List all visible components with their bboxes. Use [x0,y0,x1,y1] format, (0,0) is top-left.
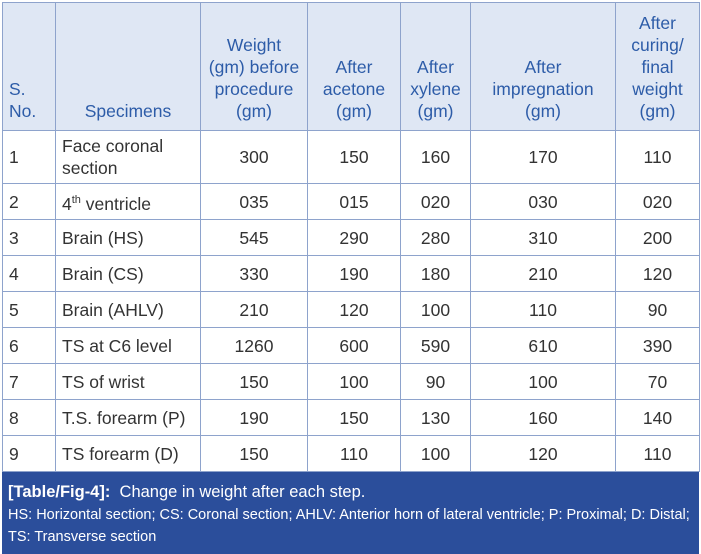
table-cell: 5 [2,291,56,328]
table-cell: 180 [400,255,471,292]
table-row: 4 Brain (CS) 330 190 180 210 120 [2,255,700,292]
table-cell: 120 [307,291,401,328]
table-cell: 300 [200,130,308,184]
table-cell: 035 [200,183,308,220]
table-row: 2 4th ventricle 035 015 020 030 020 [2,183,700,220]
caption: [Table/Fig-4]: Change in weight after ea… [2,472,699,554]
table-cell: TS at C6 level [55,327,201,364]
table-cell: 110 [470,291,616,328]
table: S. No. Specimens Weight (gm) before proced… [2,2,700,472]
table-cell: 100 [400,435,471,472]
table-cell: Brain (HS) [55,219,201,256]
table-cell: 190 [307,255,401,292]
table-cell: 200 [615,219,700,256]
table-cell: 210 [470,255,616,292]
table-cell: 015 [307,183,401,220]
table-cell: 100 [307,363,401,400]
header-cell: Specimens [55,2,201,131]
table-cell: 150 [200,363,308,400]
table-cell: 4th ventricle [55,183,201,220]
table-cell: 280 [400,219,471,256]
table-row: 9 TS forearm (D) 150 110 100 120 110 [2,435,700,472]
table-cell: 100 [400,291,471,328]
table-cell: 90 [400,363,471,400]
table-cell: 110 [615,435,700,472]
table-cell: 610 [470,327,616,364]
table-cell: Brain (AHLV) [55,291,201,328]
table-cell: 120 [615,255,700,292]
table-cell: 90 [615,291,700,328]
caption-title: [Table/Fig-4]: Change in weight after ea… [8,482,693,502]
table-cell: 3 [2,219,56,256]
table-cell: 600 [307,327,401,364]
table-cell: 110 [307,435,401,472]
table-cell: 160 [470,399,616,436]
table-cell: 8 [2,399,56,436]
table-cell: 7 [2,363,56,400]
table-body: 1 Face coronal section 300 150 160 170 110 2 4th… [2,130,700,472]
table-cell: 020 [615,183,700,220]
header-cell: After acetone (gm) [307,2,401,131]
table-cell: 150 [200,435,308,472]
cell-text: ventricle [80,193,151,214]
caption-label: [Table/Fig-4]: [8,483,111,501]
table-cell: T.S. forearm (P) [55,399,201,436]
cell-text: 4 [62,193,72,214]
table-cell: 330 [200,255,308,292]
table-cell: 1260 [200,327,308,364]
table-cell: 590 [400,327,471,364]
table-row: 1 Face coronal section 300 150 160 170 110 [2,130,700,184]
table-row: 5 Brain (AHLV) 210 120 100 110 90 [2,291,700,328]
table-row: 3 Brain (HS) 545 290 280 310 200 [2,219,700,256]
header-cell: After curing/ final weight (gm) [615,2,700,131]
table-row: 8 T.S. forearm (P) 190 150 130 160 140 [2,399,700,436]
table-cell: 130 [400,399,471,436]
table-cell: Face coronal section [55,130,201,184]
table-cell: 210 [200,291,308,328]
table-cell: 1 [2,130,56,184]
table-cell: 2 [2,183,56,220]
table-cell: 160 [400,130,471,184]
table-cell: 120 [470,435,616,472]
table-cell: 4 [2,255,56,292]
table-cell: 100 [470,363,616,400]
header-cell: Weight (gm) before procedure (gm) [200,2,308,131]
table-cell: TS of wrist [55,363,201,400]
table-cell: 390 [615,327,700,364]
superscript: th [71,193,81,206]
header-cell: After xylene (gm) [400,2,471,131]
table-cell: Brain (CS) [55,255,201,292]
table-cell: 150 [307,130,401,184]
table-cell: 6 [2,327,56,364]
caption-text: Change in weight after each step. [119,483,366,501]
header-cell: S. No. [2,2,56,131]
table-row: 6 TS at C6 level 1260 600 590 610 390 [2,327,700,364]
table-row: 7 TS of wrist 150 100 90 100 70 [2,363,700,400]
table-cell: 9 [2,435,56,472]
table-cell: 020 [400,183,471,220]
table-cell: TS forearm (D) [55,435,201,472]
table-cell: 545 [200,219,308,256]
table-cell: 140 [615,399,700,436]
table-cell: 310 [470,219,616,256]
table-cell: 290 [307,219,401,256]
table-cell: 190 [200,399,308,436]
header-cell: After impregnation (gm) [470,2,616,131]
caption-note: HS: Horizontal section; CS: Coronal sect… [8,507,690,545]
table-cell: 030 [470,183,616,220]
table-cell: 150 [307,399,401,436]
table-cell: 110 [615,130,700,184]
header-row: S. No. Specimens Weight (gm) before proced… [2,2,700,131]
table-cell: 170 [470,130,616,184]
table-cell: 70 [615,363,700,400]
